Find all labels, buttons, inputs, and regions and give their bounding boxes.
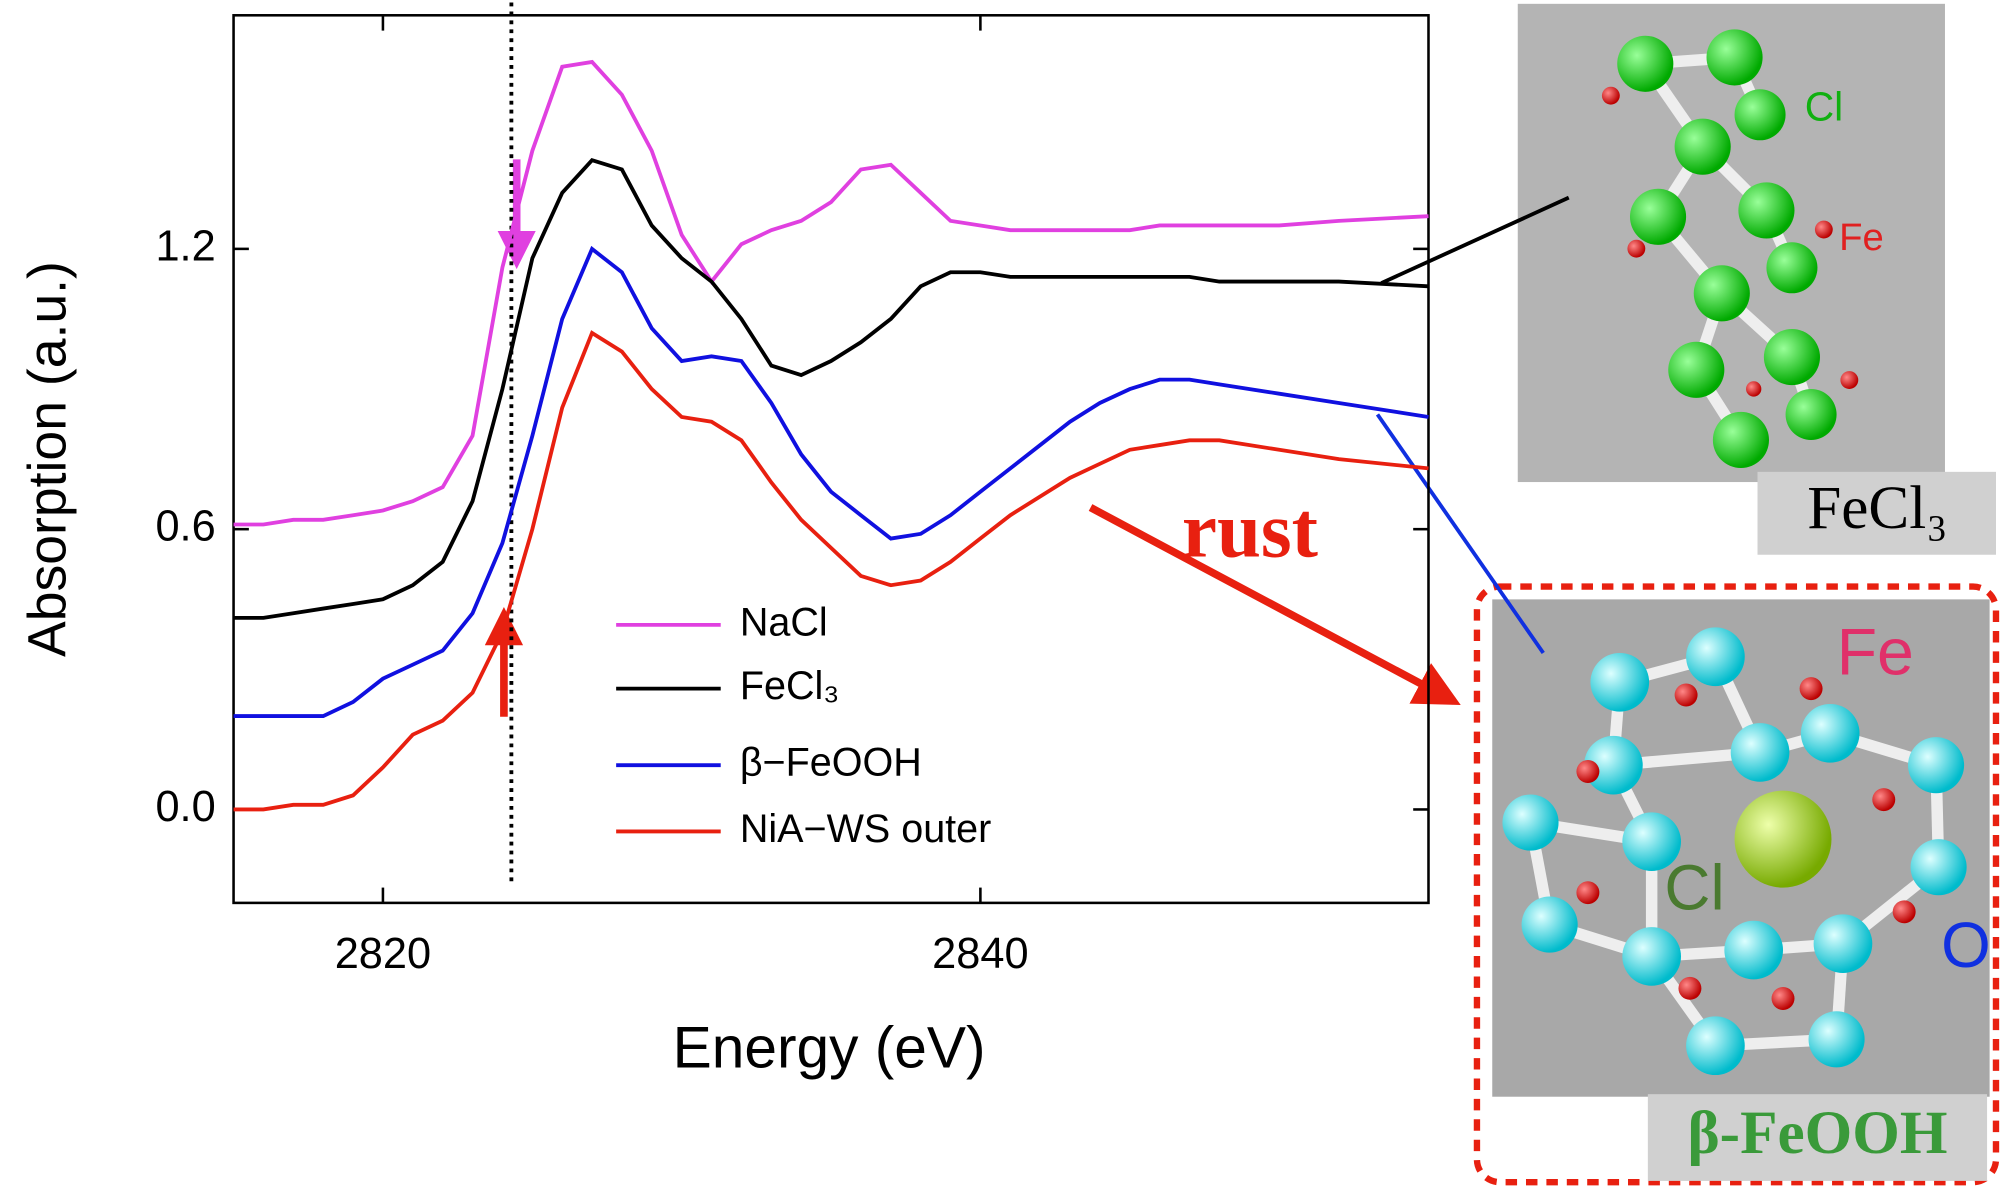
figure: Cl Fe FeCl₃ Fe Cl O β-FeOOH [0, 0, 2000, 1186]
fecl3-structure: Cl Fe FeCl₃ [1518, 4, 1996, 555]
x-tick-label: 2820 [335, 930, 431, 978]
y-tick-label: 0.6 [155, 503, 215, 551]
annotation: Cl [1664, 852, 1724, 924]
y-tick-label: 1.2 [155, 222, 215, 270]
feooh-structure: Fe Cl O β-FeOOH [1477, 587, 1996, 1183]
page: {"chart_data": {"type": "line", "xlabel"… [0, 0, 2000, 1186]
x-tick-label: 2840 [932, 930, 1028, 978]
y-axis-title: Absorption (a.u.) [18, 261, 77, 657]
y-tick-label: 0.0 [155, 783, 215, 831]
annotation: FeCl₃ [1807, 474, 1947, 542]
x-axis-title: Energy (eV) [673, 1016, 986, 1081]
annotation: rust [1182, 487, 1318, 574]
annotation: O [1941, 909, 1991, 981]
data-line [234, 62, 1429, 525]
annotation: Cl [1805, 83, 1844, 129]
legend-label: NiA−WS outer [740, 807, 991, 851]
annotation: β-FeOOH [1687, 1099, 1947, 1167]
annotation: Fe [1837, 615, 1914, 689]
legend-label: β−FeOOH [740, 741, 922, 785]
legend-label: NaCl [740, 600, 828, 644]
data-line [234, 249, 1429, 716]
annotation: Fe [1839, 216, 1884, 259]
legend-label: FeCl₃ [740, 664, 840, 708]
